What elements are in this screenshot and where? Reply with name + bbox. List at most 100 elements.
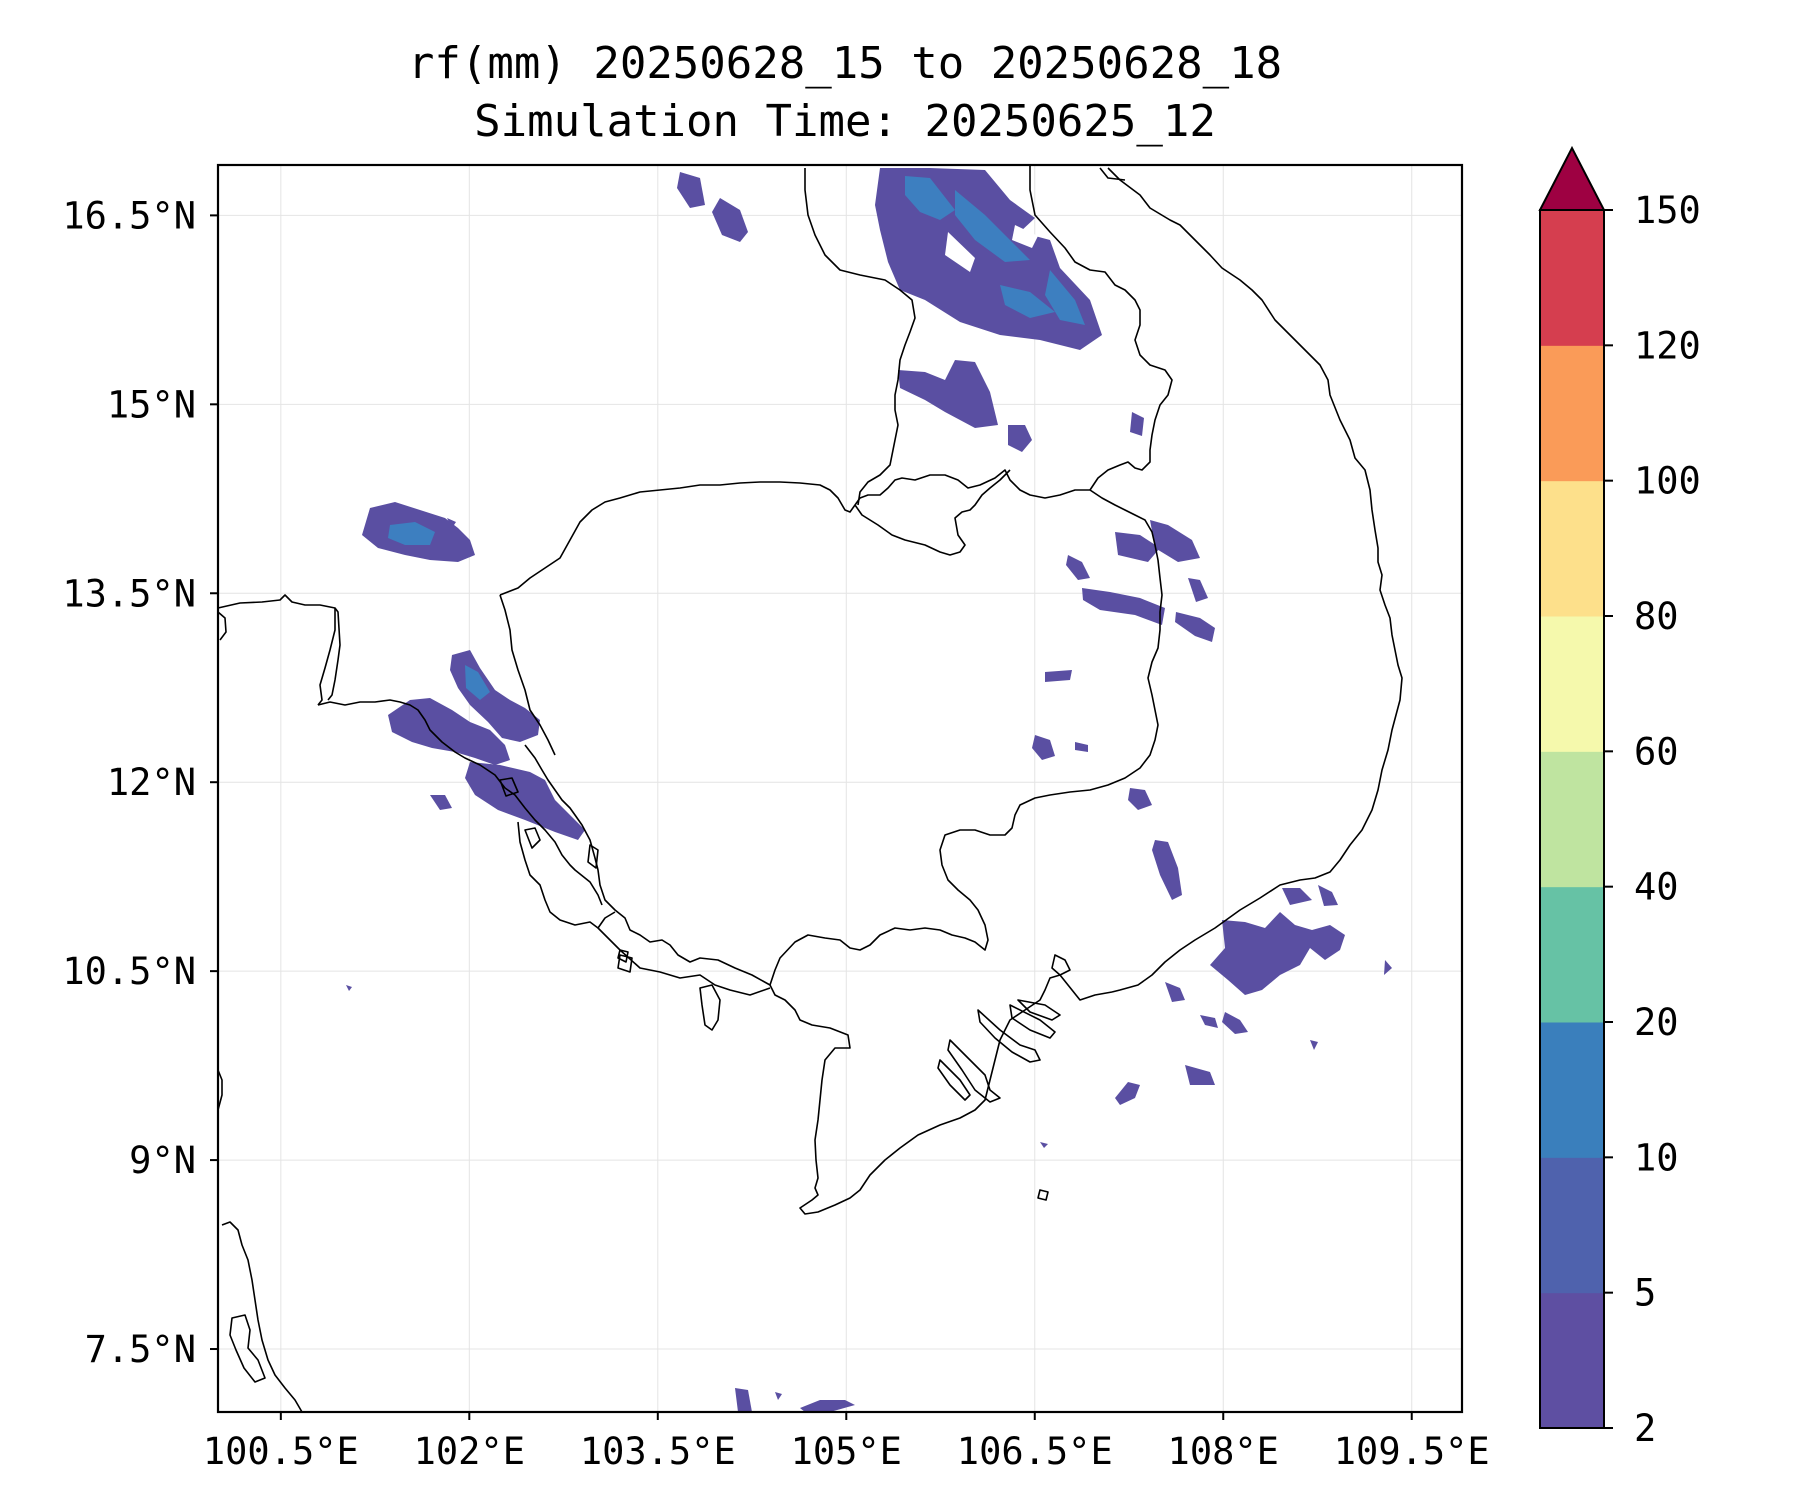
coastline [1009,1004,1056,1039]
rain-gap [1012,225,1038,248]
colorbar-tick-label: 20 [1634,1001,1679,1044]
rain-patch-core [1045,270,1085,325]
x-axis-ticks: 100.5°E 102°E 103.5°E 105°E 106.5°E 108°E 109.… [203,1412,1490,1473]
coastline [617,949,629,963]
colorbar-tick-label: 40 [1634,866,1679,909]
x-tick-label: 106.5°E [957,1430,1113,1473]
rain-patch [1045,670,1072,682]
coastline [317,699,603,906]
coastline [699,984,721,1031]
coastline [1051,954,1071,976]
rain-patch [1082,588,1165,625]
x-tick-label: 100.5°E [203,1430,359,1473]
rainfall-areas [346,168,1392,1412]
coastlines-and-borders [217,165,1403,1413]
rain-patch [430,795,452,810]
rain-patch-core [388,522,435,545]
rain-patch [1130,412,1144,436]
colorbar-segment [1540,210,1604,346]
border [597,927,771,996]
map-panel: 100.5°E 102°E 103.5°E 105°E 106.5°E 108°E 109.… [62,163,1490,1473]
rain-patch [1210,912,1345,995]
rain-patch [1200,1015,1218,1028]
rain-patch [677,172,705,208]
rain-patch [1310,1040,1318,1050]
coastline [977,1009,1041,1063]
y-tick-label: 15°N [107,383,196,426]
colorbar-segment [1540,1157,1604,1294]
rain-gap [945,232,975,272]
y-tick-label: 13.5°N [62,572,196,615]
rain-patch [1066,555,1090,580]
colorbar-frame [1539,209,1605,1429]
rain-patch [1115,532,1160,562]
map-frame [216,163,1464,1414]
rain-patch [1318,885,1338,906]
rain-patch [1384,960,1392,975]
title-line-2: Simulation Time: 20250625_12 [474,96,1216,147]
y-tick-label: 12°N [107,761,196,804]
rain-patch [1282,888,1312,905]
rain-patch [1115,1082,1140,1105]
y-tick-label: 16.5°N [62,194,196,237]
x-tick-label: 109.5°E [1334,1430,1490,1473]
rain-patch [1185,1065,1215,1085]
coastline [217,611,227,641]
border [327,607,341,701]
colorbar-tick-label: 60 [1634,730,1679,773]
rain-patch [1150,520,1200,562]
border [1099,167,1126,181]
rain-patch-core [1000,285,1055,318]
rain-patch [1222,1012,1248,1034]
coastline [524,744,771,986]
border [1029,165,1173,491]
colorbar-tick-label: 2 [1634,1407,1656,1450]
rain-patch-core [955,190,1030,262]
border [499,469,1163,986]
rain-patch [712,198,748,242]
rain-patch [800,1400,855,1412]
colorbar-tick-label: 100 [1634,460,1701,503]
colorbar-segment [1540,345,1604,482]
x-tick-label: 105°E [791,1430,902,1473]
rain-patch [1040,1142,1048,1148]
colorbar-tick-label: 10 [1634,1136,1679,1179]
coastline [947,1039,1001,1103]
rain-patch [388,698,510,765]
colorbar-segment [1540,751,1604,888]
rain-patch [447,518,456,528]
coastline [221,1221,303,1413]
rain-patch-core [905,176,955,220]
coastline [524,827,541,849]
colorbar-tick-label: 80 [1634,595,1679,638]
colorbar-tick-label: 5 [1634,1272,1656,1315]
rain-patch [1128,788,1152,810]
coastline [1017,999,1061,1021]
coastline [587,844,599,869]
rain-patch [735,1388,752,1412]
coastline [769,974,1113,1215]
x-tick-label: 103.5°E [580,1430,736,1473]
coastline [229,1314,266,1383]
colorbar-segment [1540,480,1604,617]
x-tick-label: 108°E [1168,1430,1279,1473]
coastline [1107,167,1403,993]
rain-patch [898,360,998,428]
rain-patch [1188,578,1208,602]
y-tick-label: 10.5°N [62,950,196,993]
colorbar-segment [1540,616,1604,752]
coastline [937,1059,971,1101]
coastline [217,594,336,706]
colorbar-extend-max [1538,145,1606,211]
colorbar-segment [1540,1292,1604,1429]
coastline [617,954,633,973]
colorbar-tick-label: 120 [1634,324,1701,367]
border [804,168,916,506]
coastline [499,777,519,797]
rain-patch [1175,612,1215,642]
coastline [217,1069,223,1111]
rain-patch [346,985,352,991]
rain-patch [775,1392,782,1400]
colorbar-segment [1540,886,1604,1023]
